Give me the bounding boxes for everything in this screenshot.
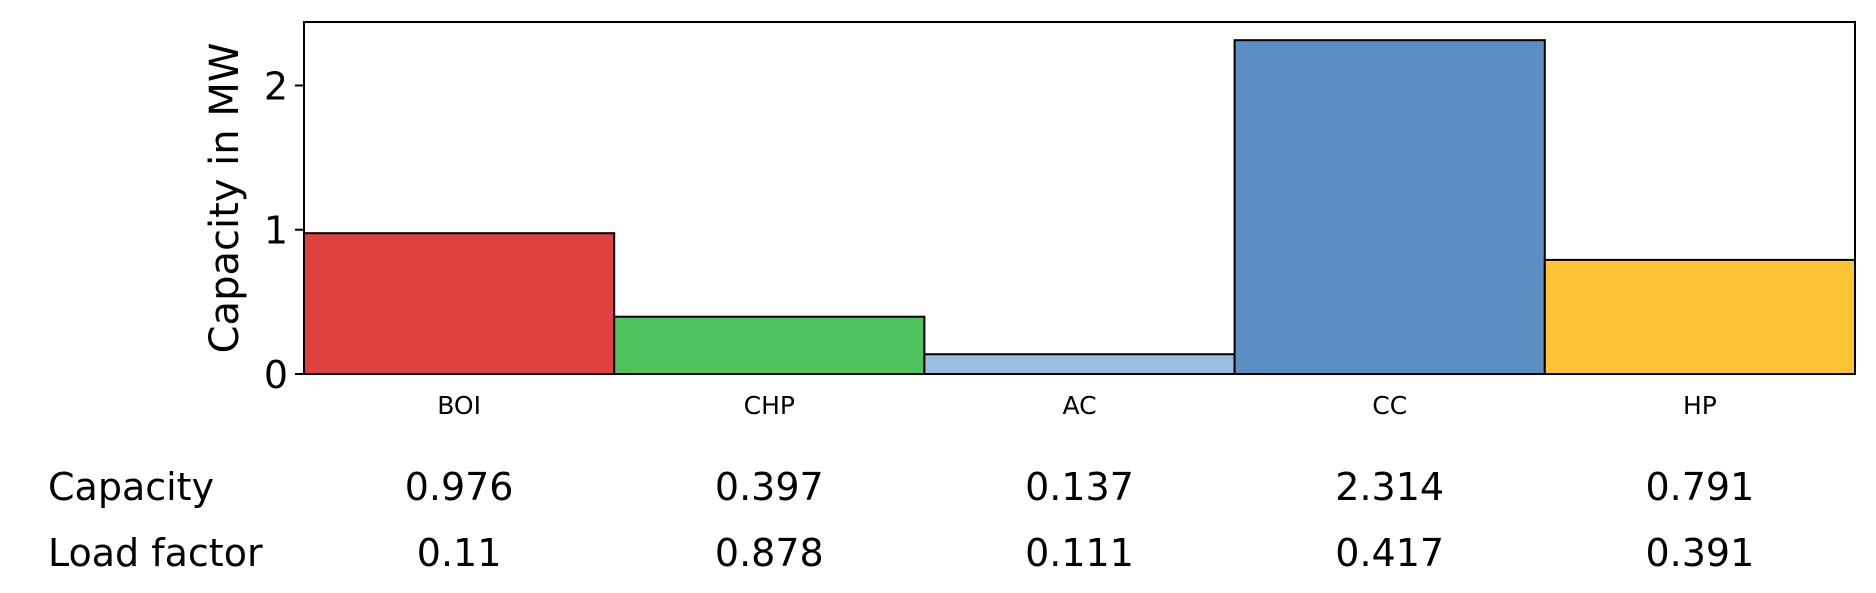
x-tick-label-ac: AC (1062, 391, 1096, 420)
bar-chp (613, 315, 926, 376)
y-axis-label: Capacity in MW (202, 43, 248, 354)
table-cell-load-factor-ac: 0.111 (1025, 531, 1134, 575)
table-cell-load-factor-chp: 0.878 (715, 531, 824, 575)
y-tick-label-2: 2 (264, 64, 288, 108)
x-tick-label-hp: HP (1683, 391, 1717, 420)
table-cell-capacity-hp: 0.791 (1646, 465, 1755, 509)
table-cell-capacity-boi: 0.976 (405, 465, 514, 509)
bar-hp (1543, 258, 1857, 375)
bar-cc (1233, 39, 1546, 375)
table-cell-capacity-cc: 2.314 (1335, 465, 1444, 509)
data-table: Capacity 0.976 0.397 0.137 2.314 0.791 Load fa… (48, 465, 1754, 575)
table-row-label-capacity: Capacity (48, 465, 214, 509)
table-cell-capacity-ac: 0.137 (1025, 465, 1134, 509)
bar-ac (923, 353, 1236, 375)
bars-layer (303, 39, 1857, 376)
y-tick-label-0: 0 (264, 353, 288, 397)
table-row-label-load-factor: Load factor (48, 531, 263, 575)
plot-frame (303, 21, 1856, 375)
x-tick-label-chp: CHP (744, 391, 795, 420)
x-tick-label-cc: CC (1372, 391, 1407, 420)
table-cell-load-factor-boi: 0.11 (417, 531, 502, 575)
y-axis: 0 1 2 (264, 64, 304, 397)
table-cell-load-factor-cc: 0.417 (1335, 531, 1444, 575)
x-tick-label-boi: BOI (437, 391, 481, 420)
table-cell-capacity-chp: 0.397 (715, 465, 824, 509)
x-axis: BOI CHP AC CC HP (437, 391, 1717, 420)
bar-boi (303, 232, 616, 375)
table-cell-load-factor-hp: 0.391 (1646, 531, 1755, 575)
y-tick-label-1: 1 (264, 209, 288, 253)
